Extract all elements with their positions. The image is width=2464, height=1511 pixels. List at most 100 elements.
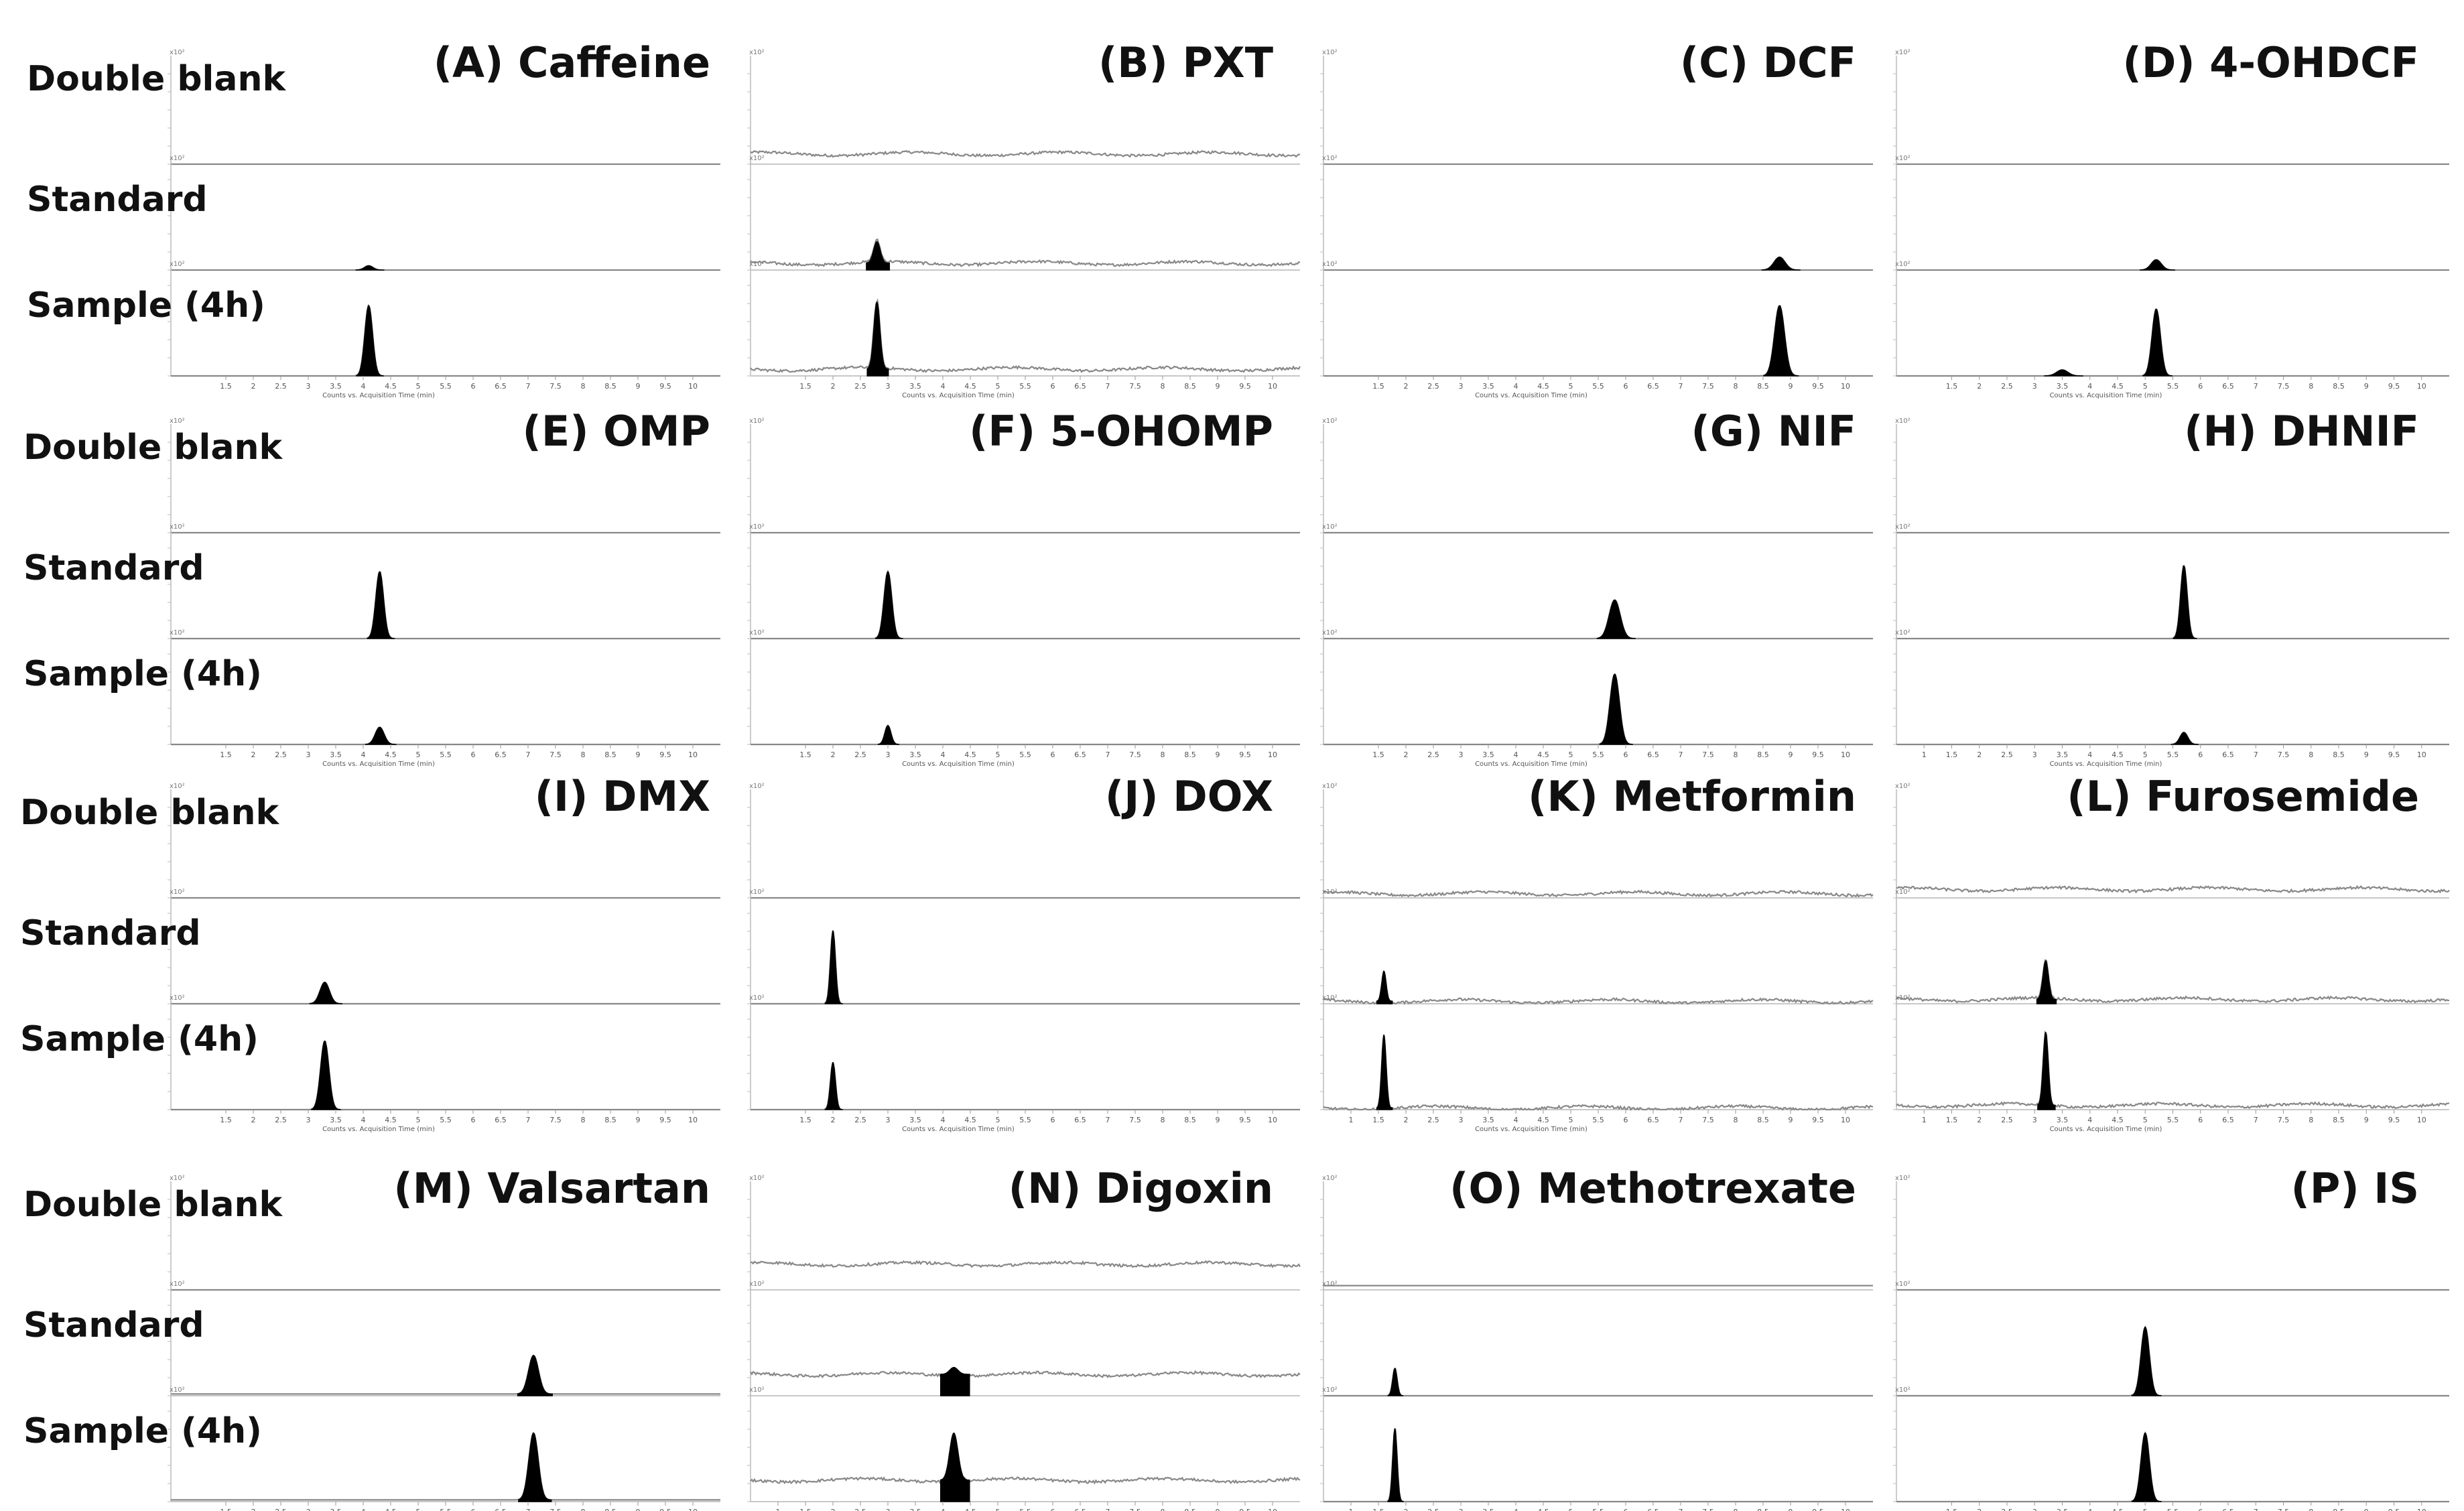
x-tick-label: 6.5 [1074,382,1086,391]
chromatogram-trace [1896,884,2450,894]
x-tick-label: 4.5 [2112,750,2124,759]
y-scale-label: x10² [1322,155,1338,162]
peak [517,1355,553,1396]
y-scale-label: x10² [1895,994,1910,1002]
x-tick-label: 7.5 [549,1116,562,1124]
x-tick-label: 3.5 [2057,1508,2069,1511]
x-tick-label: 4 [1514,1116,1518,1124]
x-tick-label: 10 [1841,1116,1850,1124]
peak [2036,960,2057,1004]
x-tick-label: 2 [1977,750,1982,759]
trace-standard: x10² [1893,523,2449,640]
peak [2140,259,2175,271]
x-tick-label: 7 [1106,382,1110,391]
x-tick-label: 6.5 [2222,1508,2234,1511]
x-tick-label: 3.5 [909,1116,921,1124]
x-tick-label: 3.5 [330,1116,342,1124]
x-tick-label: 9.5 [1239,1508,1251,1511]
trace-double-blank: x10² [1893,49,2449,166]
x-tick-label: 4.5 [385,750,397,759]
y-scale-label: x10² [1322,629,1338,637]
x-tick-label: 1 [1349,1508,1354,1511]
x-tick-label: 9 [636,382,641,391]
x-tick-label: 8.5 [1757,1116,1769,1124]
y-scale-label: x10² [170,629,185,637]
x-tick-label: 4 [941,750,946,759]
chromatogram-trace [750,1366,1301,1379]
chromatogram-trace [1896,565,2449,640]
x-tick-label: 3 [886,1116,891,1124]
trace-double-blank: x10² [1893,783,2450,899]
x-tick-label: 2 [831,750,836,759]
x-tick-label: 7.5 [1702,750,1714,759]
x-axis-caption: Counts vs. Acquisition Time (min) [1475,761,1587,768]
x-tick-label: 6 [1624,750,1628,759]
x-tick-label: 6.5 [2222,750,2234,759]
chromatogram-trace [171,265,720,271]
y-scale-label: x10² [1895,155,1910,162]
trace-standard: x10² [1893,889,2450,1004]
chromatogram-trace [1323,599,1873,640]
y-scale-label: x10² [749,889,765,896]
x-tick-label: 1.5 [1372,1116,1384,1124]
panel-title: (J) DOX [1105,772,1273,821]
x-tick-label: 8 [581,1116,586,1124]
x-axis-caption: Counts vs. Acquisition Time (min) [902,1126,1015,1133]
x-tick-label: 7 [1106,750,1110,759]
x-tick-label: 2.5 [854,1508,866,1511]
x-tick-label: 8 [1161,1508,1165,1511]
x-tick-label: 6 [2198,1508,2203,1511]
trace-sample-4h-: x10² [1893,1386,2449,1503]
x-tick-label: 9.5 [1239,750,1251,759]
chromatogram-trace [750,298,1301,373]
x-tick-label: 10 [1268,1508,1277,1511]
x-tick-label: 9.5 [659,1508,671,1511]
x-tick-label: 6 [471,1116,476,1124]
peak [309,982,343,1004]
panel-12: (L) Furosemide x10² x10² x10² 1 1.5 2 2.5 3 3.5 4 4… [1893,772,2450,1133]
x-tick-label: 3.5 [1482,1116,1494,1124]
x-tick-label: 6 [2198,1116,2203,1124]
x-tick-label: 9.5 [2388,1116,2400,1124]
x-tick-label: 6 [1051,750,1055,759]
x-tick-label: 1.5 [1946,382,1958,391]
x-tick-label: 5.5 [440,1508,452,1511]
x-tick-label: 9.5 [659,750,671,759]
row-label-sample-4h-: Sample (4h) [27,285,265,326]
x-tick-label: 5 [1569,1116,1573,1124]
x-tick-label: 2 [1977,1116,1982,1124]
x-tick-label: 3 [1459,1508,1464,1511]
x-tick-label: 8.5 [1757,1508,1769,1511]
x-axis-caption: Counts vs. Acquisition Time (min) [1475,392,1587,399]
x-tick-label: 4 [2087,750,2092,759]
x-tick-label: 6 [471,750,476,759]
peak [824,930,843,1004]
x-tick-label: 5.5 [1019,382,1031,391]
x-tick-label: 7.5 [1702,1116,1714,1124]
x-tick-label: 3.5 [909,750,921,759]
panel-14: (N) Digoxin x10² x10² x10² 1 1.5 2 2.5 3 3.5 4 4.5 5… [747,1164,1301,1511]
x-tick-label: 1 [776,1508,781,1511]
x-tick-label: 5 [996,382,1000,391]
y-scale-label: x10² [170,1280,185,1288]
x-tick-label: 5.5 [1592,750,1604,759]
y-scale-label: x10² [1322,1280,1338,1288]
row-label-double-blank: Double blank [27,59,286,99]
panel-16: (P) IS x10² x10² x10² 1.5 2 2.5 3 3.5 4 4.5 5 5.5 6 6.… [1893,1164,2449,1511]
x-tick-label: 9.5 [1812,382,1824,391]
x-tick-label: 7 [526,1508,531,1511]
x-tick-label: 3 [2032,1508,2037,1511]
x-tick-label: 5 [416,750,421,759]
x-tick-label: 7.5 [1129,750,1141,759]
y-scale-label: x10² [1895,49,1910,56]
chromatogram-trace [1896,1325,2449,1397]
peak [866,241,891,271]
x-tick-label: 7 [2254,1116,2258,1124]
y-scale-label: x10² [749,1175,765,1182]
panel-3: (C) DCF x10² x10² x10² 1.5 2 2.5 3 3.5 4 4.5 5 5.5 6 6… [1320,38,1873,399]
row-label-double-blank: Double blank [20,793,279,833]
x-tick-label: 8 [581,750,586,759]
x-axis-caption: Counts vs. Acquisition Time (min) [902,761,1015,768]
y-scale-label: x10² [1895,417,1910,425]
panel-13: (M) Valsartan x10² x10² x10² 1.5 2 2.5 3 3.5 4 4.5… [168,1164,720,1511]
